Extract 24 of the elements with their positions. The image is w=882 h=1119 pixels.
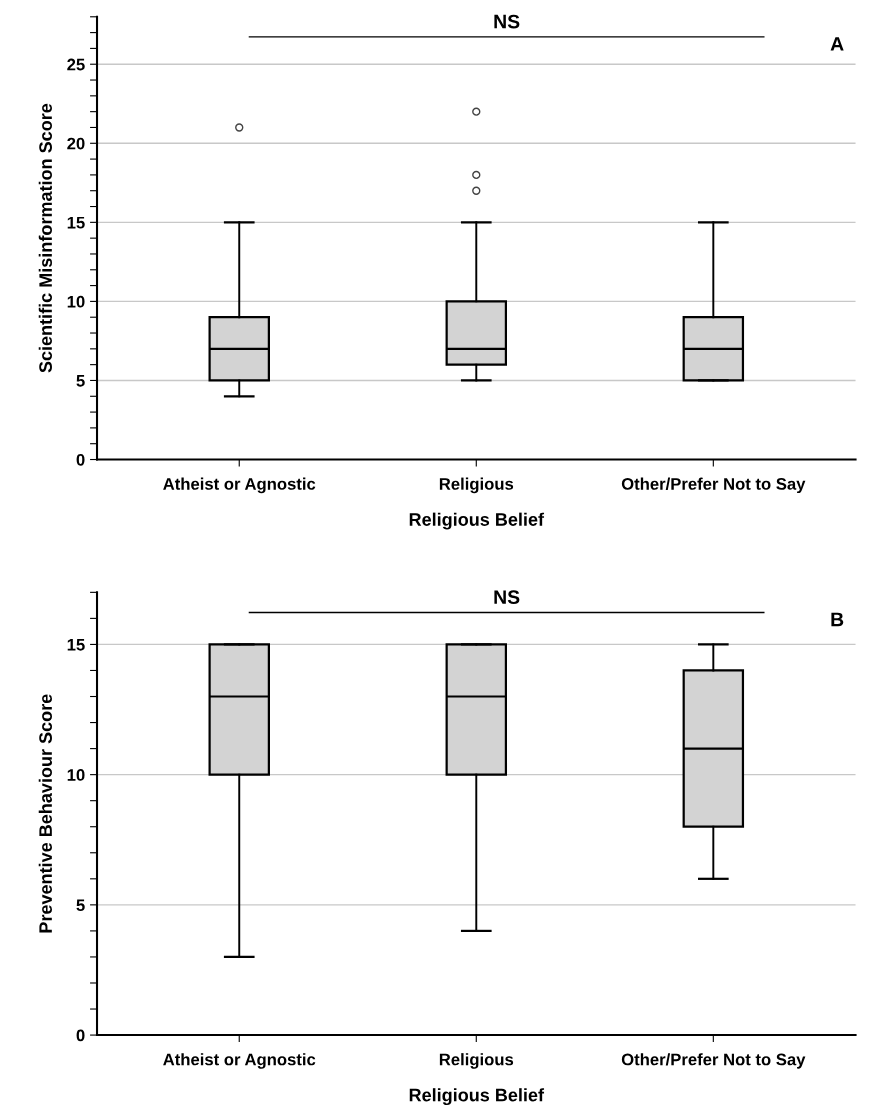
annotation: NS bbox=[494, 14, 520, 29]
x-tick-label: Atheist or Agnostic bbox=[163, 477, 316, 494]
x-tick-label: Other/Prefer Not to Say bbox=[621, 477, 806, 494]
y-tick-label: 0 bbox=[76, 453, 85, 466]
annotation: NS bbox=[494, 590, 520, 604]
annotation: A bbox=[830, 37, 844, 51]
y-tick-label: 20 bbox=[67, 137, 85, 150]
x-tick-label: Religious bbox=[439, 477, 514, 494]
y-axis-title: Scientific Misinformation Score bbox=[38, 103, 52, 373]
annotation: B bbox=[831, 612, 844, 627]
x-axis-title: Religious Belief bbox=[409, 1088, 545, 1106]
y-tick-label: 0 bbox=[76, 1029, 85, 1042]
y-tick-label: 5 bbox=[76, 375, 85, 387]
y-tick-label: 5 bbox=[76, 899, 85, 912]
y-tick-label: 10 bbox=[67, 295, 85, 308]
x-axis-title: Religious Belief bbox=[409, 512, 545, 530]
y-tick-label: 15 bbox=[67, 216, 85, 229]
y-tick-label: 15 bbox=[67, 639, 85, 651]
y-axis-title: Preventive Behaviour Score bbox=[38, 694, 52, 933]
y-tick-label: 25 bbox=[67, 58, 85, 71]
y-tick-label: 10 bbox=[67, 769, 85, 781]
x-tick-label: Other/Prefer Not to Say bbox=[621, 1053, 806, 1069]
x-tick-label: Religious bbox=[439, 1053, 514, 1069]
x-tick-label: Atheist or Agnostic bbox=[163, 1053, 316, 1069]
